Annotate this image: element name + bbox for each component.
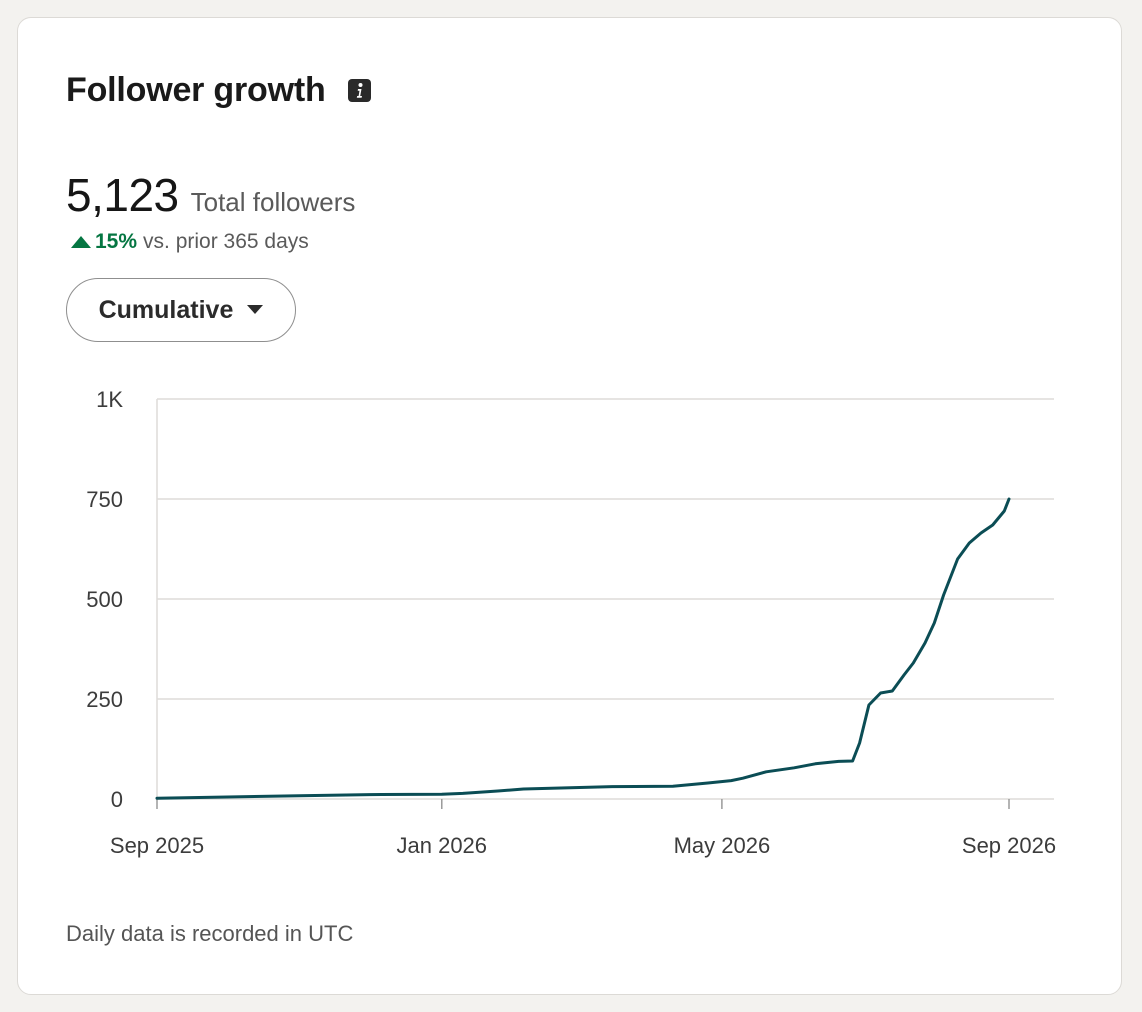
total-followers-value: 5,123 — [66, 169, 179, 221]
caret-down-icon — [247, 305, 264, 314]
y-tick-label: 750 — [86, 487, 123, 512]
info-icon[interactable] — [347, 79, 371, 102]
total-followers: 5,123 Total followers — [66, 168, 355, 222]
x-tick-label: Sep 2025 — [110, 833, 204, 858]
change-value: 15% — [95, 230, 138, 253]
follower-growth-card: Follower growth 5,123 Total followers 15… — [17, 17, 1122, 995]
card-title: Follower growth — [66, 71, 326, 109]
change-label: vs. prior 365 days — [143, 230, 309, 253]
dropdown-label: Cumulative — [98, 295, 234, 324]
footnote: Daily data is recorded in UTC — [66, 921, 354, 946]
up-triangle-icon — [71, 236, 91, 248]
follower-growth-chart: 0 250 500 750 1K Sep 2025 Jan 2026 May 2026 Sep … — [86, 387, 1056, 858]
y-tick-label: 500 — [86, 587, 123, 612]
y-tick-label: 0 — [111, 787, 123, 812]
title-row: Follower growth — [66, 71, 371, 110]
total-followers-label: Total followers — [190, 187, 356, 217]
x-tick-label: Jan 2026 — [397, 833, 488, 858]
y-tick-label: 250 — [86, 687, 123, 712]
x-tick-label: May 2026 — [674, 833, 771, 858]
x-tick-label: Sep 2026 — [962, 833, 1056, 858]
change-indicator: 15% vs. prior 365 days — [70, 230, 309, 254]
cumulative-dropdown[interactable]: Cumulative — [66, 278, 296, 342]
y-tick-label: 1K — [96, 387, 123, 412]
series-line-0 — [155, 497, 1011, 800]
